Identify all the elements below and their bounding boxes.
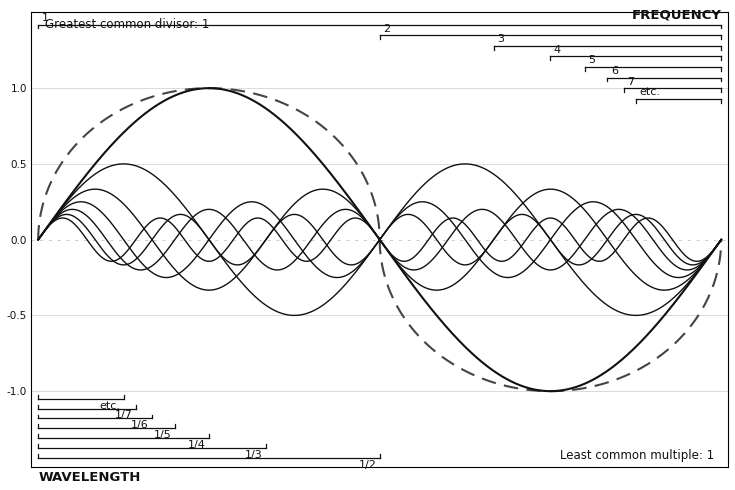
Text: etc.: etc.: [639, 87, 660, 97]
Text: 7: 7: [627, 76, 634, 87]
Text: 4: 4: [554, 45, 561, 55]
Text: 2: 2: [383, 24, 390, 34]
Text: 1/4: 1/4: [187, 440, 206, 450]
Text: 1/2: 1/2: [359, 460, 376, 469]
Text: 1/7: 1/7: [115, 411, 132, 420]
Text: 1: 1: [42, 13, 49, 23]
Text: etc.: etc.: [99, 400, 120, 411]
Text: 5: 5: [588, 55, 595, 66]
Text: 6: 6: [611, 66, 618, 76]
Text: FREQUENCY: FREQUENCY: [631, 8, 721, 22]
Text: 1/3: 1/3: [245, 450, 262, 460]
Text: 1/5: 1/5: [154, 430, 171, 440]
Text: Least common multiple: 1: Least common multiple: 1: [560, 449, 714, 462]
Text: WAVELENGTH: WAVELENGTH: [38, 471, 140, 484]
Text: 3: 3: [497, 34, 504, 44]
Text: Greatest common divisor: 1: Greatest common divisor: 1: [45, 18, 209, 30]
Text: 1/6: 1/6: [131, 420, 148, 430]
